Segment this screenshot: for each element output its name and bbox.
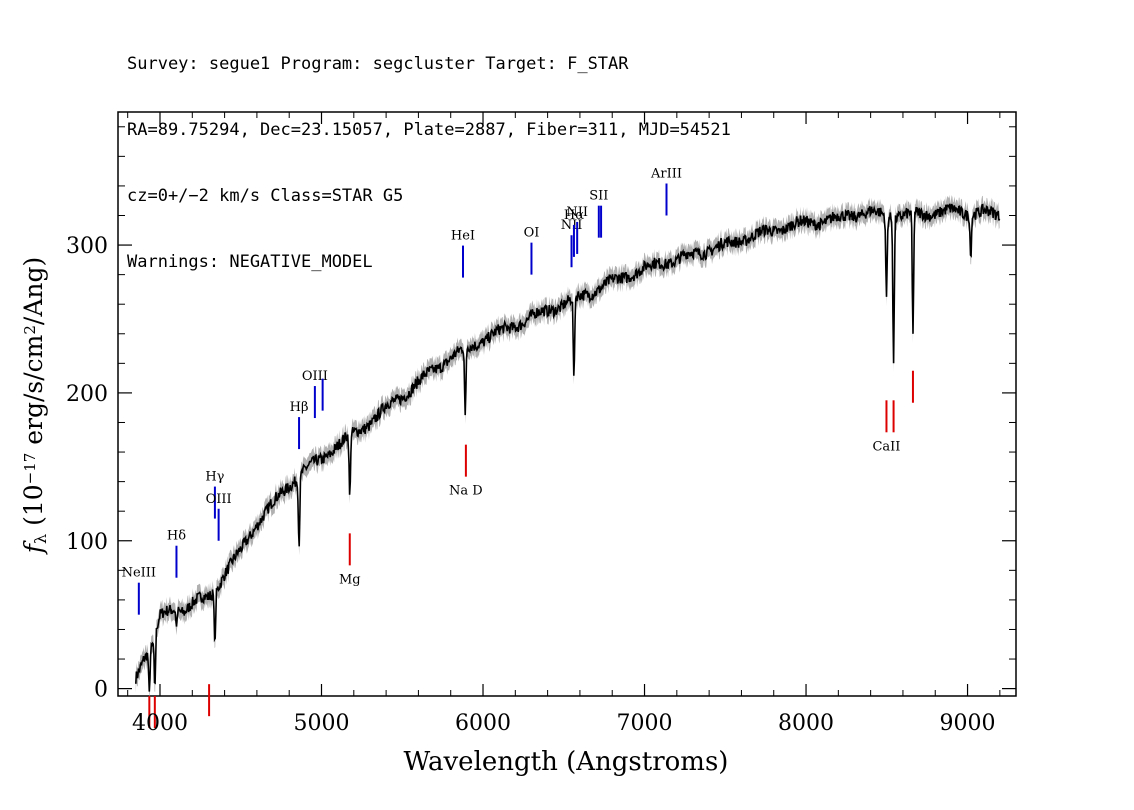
emission-line-label: ArIII	[650, 166, 682, 181]
header-survey-line: Survey: segue1 Program: segcluster Targe…	[127, 54, 629, 74]
emission-line-label: Hγ	[205, 470, 224, 485]
emission-line-label: NeIII	[122, 566, 156, 581]
absorption-line-label: CaII	[872, 439, 900, 454]
header-coordinates-line: RA=89.75294, Dec=23.15057, Plate=2887, F…	[127, 120, 731, 140]
error-band	[135, 194, 1000, 701]
y-tick-label: 300	[66, 234, 108, 259]
header-redshift-line: cz=0+/−2 km/s Class=STAR G5	[127, 186, 404, 206]
header-warnings-line: Warnings: NEGATIVE_MODEL	[127, 252, 373, 272]
y-tick-label: 100	[66, 530, 108, 555]
emission-line-label: SII	[589, 189, 608, 204]
y-axis-label: fλ (10−17 erg/s/cm2/Ang)	[19, 257, 50, 556]
x-tick-label: 7000	[617, 711, 673, 736]
y-tick-label: 0	[94, 678, 108, 703]
emission-line-label: Hδ	[167, 529, 186, 544]
spectrum-header: Survey: segue1 Program: segcluster Targe…	[127, 9, 731, 295]
emission-line-label: OI	[524, 226, 540, 241]
emission-line-label: OIII	[302, 369, 328, 384]
plot-frame	[117, 111, 1017, 697]
x-tick-label: 6000	[455, 711, 511, 736]
emission-line-label: Hβ	[290, 400, 309, 415]
x-axis-label: Wavelength (Angstroms)	[404, 747, 729, 777]
emission-line-label: NII	[566, 205, 588, 220]
emission-line-label: HeI	[451, 229, 475, 244]
x-tick-label: 4000	[132, 711, 188, 736]
absorption-line-label: Na D	[449, 484, 483, 499]
x-tick-label: 8000	[778, 711, 834, 736]
emission-line-label: OIII	[206, 492, 232, 507]
x-tick-label: 9000	[940, 711, 996, 736]
emission-line-label: Hα	[564, 208, 584, 223]
spectrum-line	[135, 203, 1001, 692]
y-tick-label: 200	[66, 382, 108, 407]
absorption-line-label: Mg	[339, 572, 361, 587]
x-tick-label: 5000	[294, 711, 350, 736]
